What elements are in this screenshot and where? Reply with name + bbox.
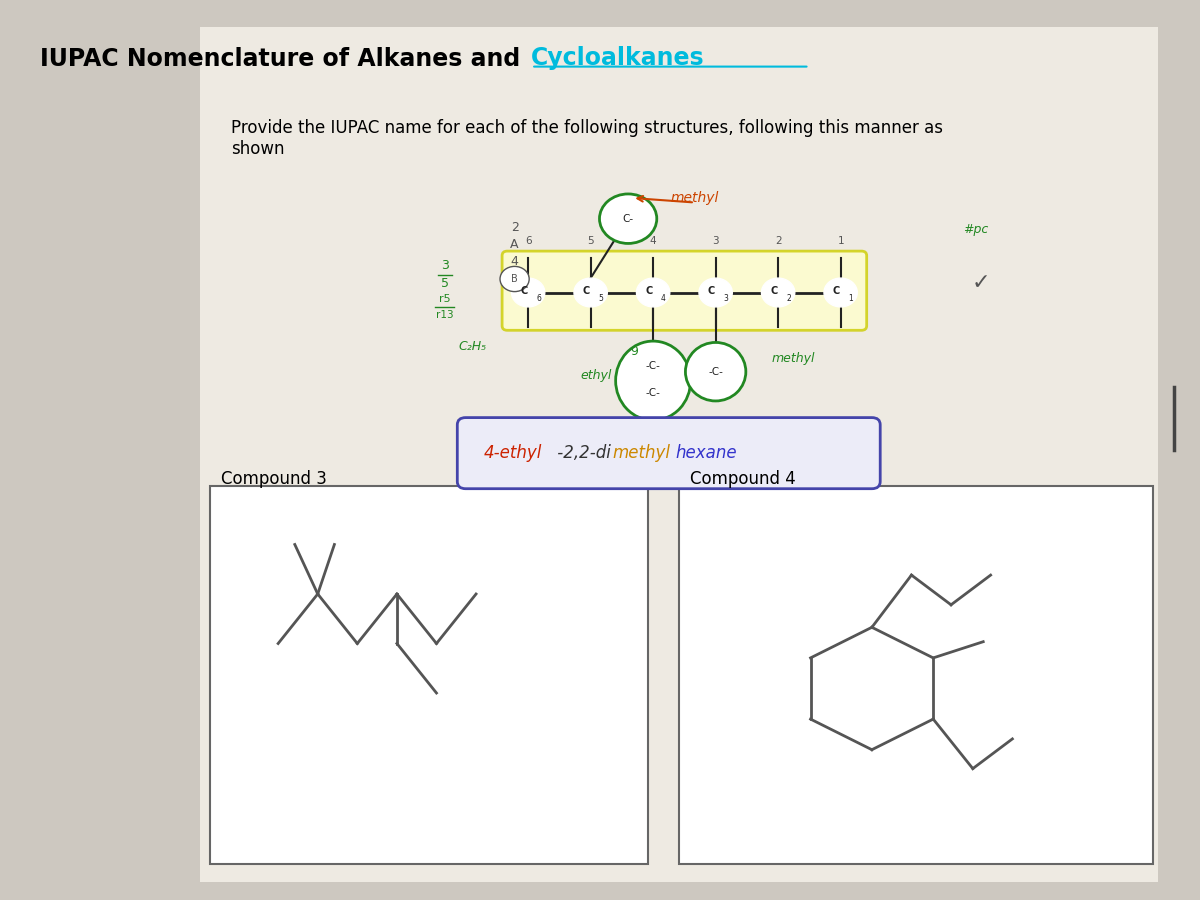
- Text: 6: 6: [524, 236, 532, 246]
- Text: hexane: hexane: [676, 444, 737, 462]
- Circle shape: [574, 278, 607, 307]
- Text: Provide the IUPAC name for each of the following structures, following this mann: Provide the IUPAC name for each of the f…: [232, 119, 943, 158]
- Text: methyl: methyl: [671, 191, 719, 205]
- Text: C: C: [833, 285, 840, 296]
- Text: C-: C-: [623, 213, 634, 224]
- Text: 4: 4: [661, 294, 666, 303]
- Text: Compound 3: Compound 3: [221, 470, 326, 488]
- FancyBboxPatch shape: [457, 418, 881, 489]
- Text: r13: r13: [436, 310, 454, 320]
- Text: C₂H₅: C₂H₅: [458, 340, 487, 353]
- FancyBboxPatch shape: [502, 251, 866, 330]
- Text: Cycloalkanes: Cycloalkanes: [532, 47, 704, 70]
- Text: B: B: [511, 274, 518, 284]
- Text: 9: 9: [630, 346, 638, 358]
- Circle shape: [762, 278, 794, 307]
- Bar: [210, 486, 648, 864]
- Text: 2: 2: [775, 236, 781, 246]
- Text: r5: r5: [439, 293, 451, 304]
- Circle shape: [511, 278, 545, 307]
- Text: #pc: #pc: [964, 223, 989, 236]
- Text: 1: 1: [848, 294, 853, 303]
- Circle shape: [824, 278, 857, 307]
- Text: Compound 4: Compound 4: [690, 470, 796, 488]
- Ellipse shape: [616, 341, 691, 420]
- Text: 4: 4: [511, 256, 518, 268]
- Ellipse shape: [600, 194, 656, 244]
- Bar: [679, 486, 1153, 864]
- FancyBboxPatch shape: [200, 27, 1158, 882]
- Text: C: C: [583, 285, 590, 296]
- Text: A: A: [510, 238, 518, 251]
- Circle shape: [636, 278, 670, 307]
- Text: 3: 3: [724, 294, 728, 303]
- Text: 2: 2: [786, 294, 791, 303]
- Ellipse shape: [685, 342, 746, 400]
- Text: 4-ethyl: 4-ethyl: [484, 444, 541, 462]
- Text: C: C: [708, 285, 715, 296]
- Text: 5: 5: [599, 294, 604, 303]
- Circle shape: [698, 278, 732, 307]
- Circle shape: [500, 266, 529, 292]
- Text: methyl: methyl: [772, 352, 816, 365]
- Text: 2: 2: [511, 221, 518, 234]
- Text: 5: 5: [440, 277, 449, 290]
- Text: 3: 3: [440, 259, 449, 272]
- Text: 5: 5: [587, 236, 594, 246]
- Text: ethyl: ethyl: [580, 369, 612, 382]
- Text: -C-: -C-: [708, 366, 724, 377]
- Text: IUPAC Nomenclature of Alkanes and: IUPAC Nomenclature of Alkanes and: [40, 47, 528, 70]
- Text: C: C: [521, 285, 528, 296]
- Text: -2,2-di: -2,2-di: [552, 444, 611, 462]
- Text: C: C: [770, 285, 778, 296]
- Text: C: C: [646, 285, 653, 296]
- Text: 3: 3: [713, 236, 719, 246]
- Text: 4: 4: [650, 236, 656, 246]
- Text: -C-: -C-: [646, 361, 660, 372]
- Text: -C-: -C-: [646, 388, 660, 399]
- Text: 6: 6: [536, 294, 541, 303]
- Text: methyl: methyl: [612, 444, 671, 462]
- Text: 1: 1: [838, 236, 844, 246]
- Text: ✓: ✓: [972, 274, 990, 293]
